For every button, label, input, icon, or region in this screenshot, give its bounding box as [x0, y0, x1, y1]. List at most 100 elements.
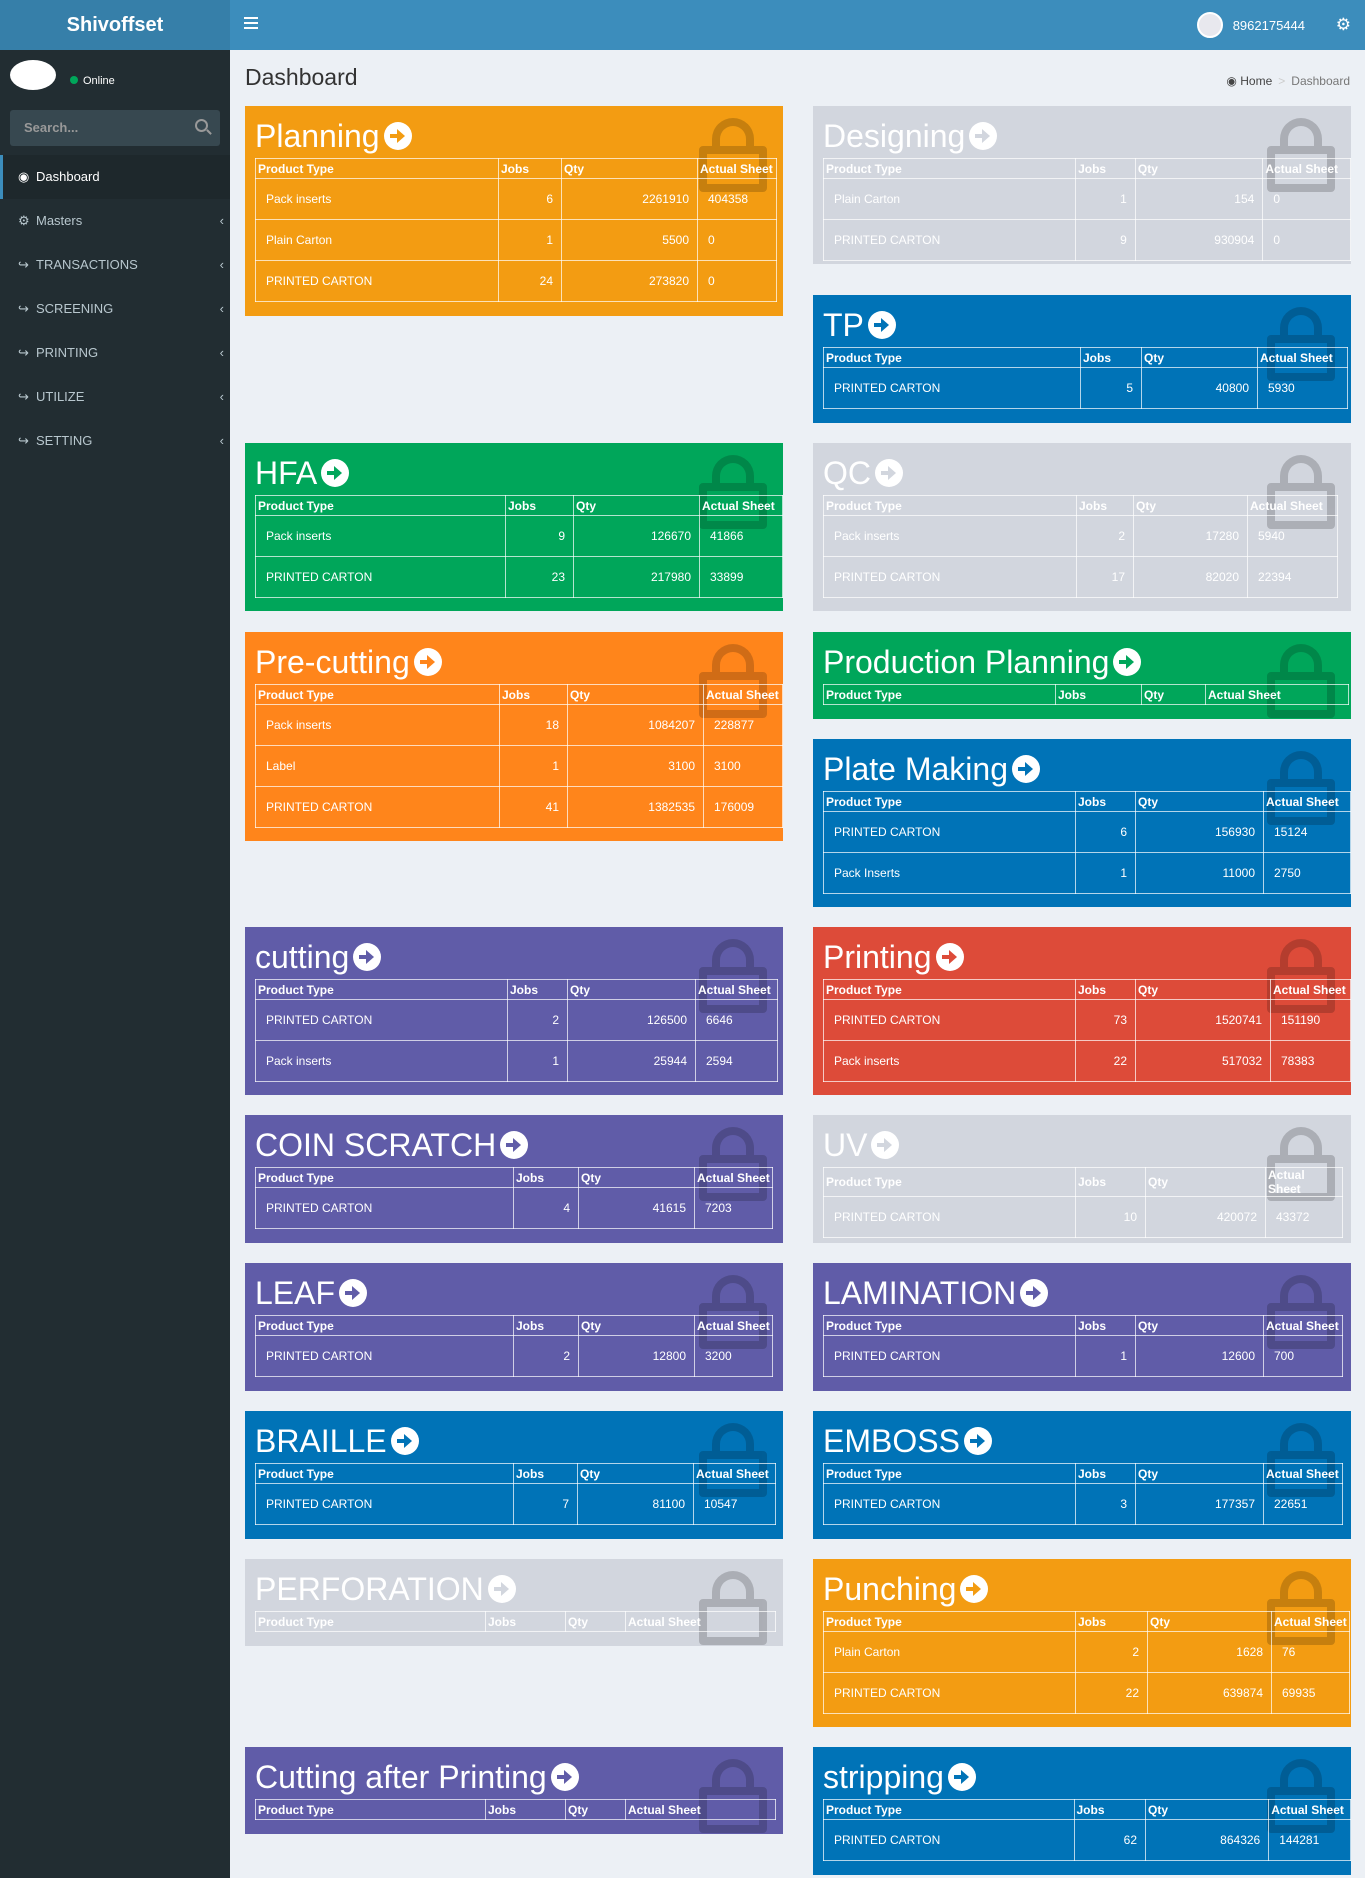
stage-title-link[interactable]: PERFORATION	[255, 1571, 516, 1608]
arrow-circle-right-icon[interactable]	[390, 1426, 419, 1455]
column-header: Actual Sheet	[625, 1611, 776, 1632]
arrow-circle-right-icon[interactable]	[487, 1574, 516, 1603]
stage-box-pre-cutting: Pre-cutting Product Type Jobs Qty Actual She…	[245, 632, 783, 841]
arrow-circle-right-icon[interactable]	[969, 121, 998, 150]
table-cell: 2	[513, 1335, 579, 1377]
arrow-circle-right-icon[interactable]	[867, 310, 896, 339]
search-input[interactable]: Search...	[10, 110, 220, 146]
stage-title-link[interactable]: LEAF	[255, 1275, 368, 1312]
sidebar-item-setting[interactable]: ↪ SETTING ‹	[0, 419, 230, 463]
table-cell: PRINTED CARTON	[255, 1335, 514, 1377]
column-header: Actual Sheet	[1263, 791, 1351, 812]
stage-table: Product Type Jobs Qty Actual Sheet Pack inse…	[255, 158, 777, 302]
arrow-circle-right-icon[interactable]	[413, 647, 442, 676]
arrow-circle-right-icon[interactable]	[353, 942, 382, 971]
column-header: Qty	[567, 684, 704, 705]
arrow-circle-right-icon[interactable]	[550, 1762, 579, 1791]
table-cell: Pack inserts	[255, 704, 500, 746]
shopping-bag-icon	[695, 1569, 771, 1646]
table-cell: 3	[1075, 1483, 1136, 1525]
table-cell: PRINTED CARTON	[255, 999, 508, 1041]
arrow-circle-right-icon[interactable]	[963, 1426, 992, 1455]
table-cell: 78383	[1270, 1040, 1351, 1082]
stage-title-link[interactable]: UV	[823, 1127, 900, 1164]
column-header: Qty	[1135, 791, 1264, 812]
stage-title-link[interactable]: Printing	[823, 939, 964, 976]
sidebar-item-label: Dashboard	[36, 169, 100, 184]
table-cell: 17280	[1133, 515, 1248, 557]
breadcrumb-home[interactable]: Home	[1240, 74, 1273, 88]
stage-table: Product Type Jobs Qty Actual Sheet	[255, 1611, 776, 1632]
stage-table: Product Type Jobs Qty Actual Sheet Plain Car…	[823, 1611, 1350, 1714]
stage-title-link[interactable]: cutting	[255, 939, 382, 976]
sidebar-item-utilize[interactable]: ↪ UTILIZE ‹	[0, 375, 230, 419]
brand-logo[interactable]: Shivoffset	[0, 0, 230, 50]
stage-title-link[interactable]: HFA	[255, 455, 350, 492]
stage-title-link[interactable]: Designing	[823, 118, 998, 155]
stage-title-link[interactable]: Plate Making	[823, 751, 1040, 788]
table-cell: 273820	[561, 260, 698, 302]
column-header: Qty	[1141, 684, 1206, 705]
table-cell: 151190	[1270, 999, 1351, 1041]
table-cell: 22651	[1263, 1483, 1343, 1525]
arrow-circle-right-icon[interactable]	[1020, 1278, 1049, 1307]
table-cell: 43372	[1265, 1196, 1343, 1238]
arrow-circle-right-icon[interactable]	[960, 1574, 989, 1603]
column-header: Jobs	[1075, 1611, 1148, 1632]
column-header: Product Type	[255, 684, 500, 705]
gears-icon[interactable]: ⚙	[1335, 15, 1351, 34]
column-header: Product Type	[823, 1315, 1076, 1336]
arrow-circle-right-icon[interactable]	[339, 1278, 368, 1307]
table-row: PRINTED CARTON 4 41615 7203	[255, 1187, 773, 1229]
arrow-circle-right-icon[interactable]	[321, 458, 350, 487]
stage-title-link[interactable]: QC	[823, 455, 903, 492]
stage-table: Product Type Jobs Qty Actual Sheet Pack inse…	[255, 684, 783, 828]
stage-title-link[interactable]: EMBOSS	[823, 1423, 992, 1460]
arrow-circle-right-icon[interactable]	[1011, 754, 1040, 783]
search-icon[interactable]	[195, 119, 208, 132]
stage-title-link[interactable]: Pre-cutting	[255, 644, 442, 681]
table-cell: 25944	[567, 1040, 696, 1082]
stage-title-link[interactable]: BRAILLE	[255, 1423, 419, 1460]
sidebar-item-transactions[interactable]: ↪ TRANSACTIONS ‹	[0, 243, 230, 287]
arrow-circle-right-icon[interactable]	[935, 942, 964, 971]
table-cell: 1	[499, 745, 568, 787]
arrow-circle-right-icon[interactable]	[871, 1130, 900, 1159]
stage-title-link[interactable]: LAMINATION	[823, 1275, 1049, 1312]
menu-toggle-icon[interactable]	[244, 17, 258, 29]
stage-title-link[interactable]: TP	[823, 307, 896, 344]
stage-table: Product Type Jobs Qty Actual Sheet PRINTED C…	[823, 979, 1351, 1082]
stage-title-link[interactable]: Planning	[255, 118, 412, 155]
column-header: Actual Sheet	[1268, 1799, 1351, 1820]
table-row: Pack inserts 9 126670 41866	[255, 515, 783, 557]
user-menu[interactable]: 8962175444	[1196, 12, 1305, 38]
table-cell: 40800	[1141, 367, 1258, 409]
table-row: Plain Carton 1 154 0	[822, 178, 1351, 220]
stage-box-cutting: cutting Product Type Jobs Qty Actual Sheet PR…	[245, 927, 783, 1095]
table-cell: 154	[1134, 178, 1264, 220]
table-row: Pack inserts 18 1084207 228877	[255, 704, 783, 746]
column-header: Product Type	[823, 979, 1076, 1000]
arrow-circle-right-icon[interactable]	[875, 458, 903, 487]
arrow-circle-right-icon[interactable]	[500, 1130, 529, 1159]
stage-title-link[interactable]: Cutting after Printing	[255, 1759, 579, 1796]
stage-table: Product Type Jobs Qty Actual Sheet PRINTED C…	[823, 1463, 1343, 1525]
column-header: Actual Sheet	[694, 1315, 773, 1336]
sidebar-item-dashboard[interactable]: ◉ Dashboard	[0, 155, 230, 199]
sidebar-item-screening[interactable]: ↪ SCREENING ‹	[0, 287, 230, 331]
table-cell: Plain Carton	[823, 1631, 1076, 1673]
table-cell: 5500	[561, 219, 698, 261]
table-cell: 0	[1262, 219, 1351, 261]
sidebar-item-masters[interactable]: ⚙ Masters ‹	[0, 199, 230, 243]
stage-title-link[interactable]: Punching	[823, 1571, 989, 1608]
stage-title: HFA	[255, 455, 318, 491]
stage-title-link[interactable]: Production Planning	[823, 644, 1142, 681]
arrow-circle-right-icon[interactable]	[947, 1762, 976, 1791]
arrow-circle-right-icon[interactable]	[1113, 647, 1142, 676]
sidebar-item-printing[interactable]: ↪ PRINTING ‹	[0, 331, 230, 375]
table-cell: 3100	[567, 745, 704, 787]
table-row: Pack inserts 22 517032 78383	[823, 1040, 1351, 1082]
stage-title-link[interactable]: stripping	[823, 1759, 976, 1796]
stage-title-link[interactable]: COIN SCRATCH	[255, 1127, 529, 1164]
arrow-circle-right-icon[interactable]	[383, 121, 412, 150]
